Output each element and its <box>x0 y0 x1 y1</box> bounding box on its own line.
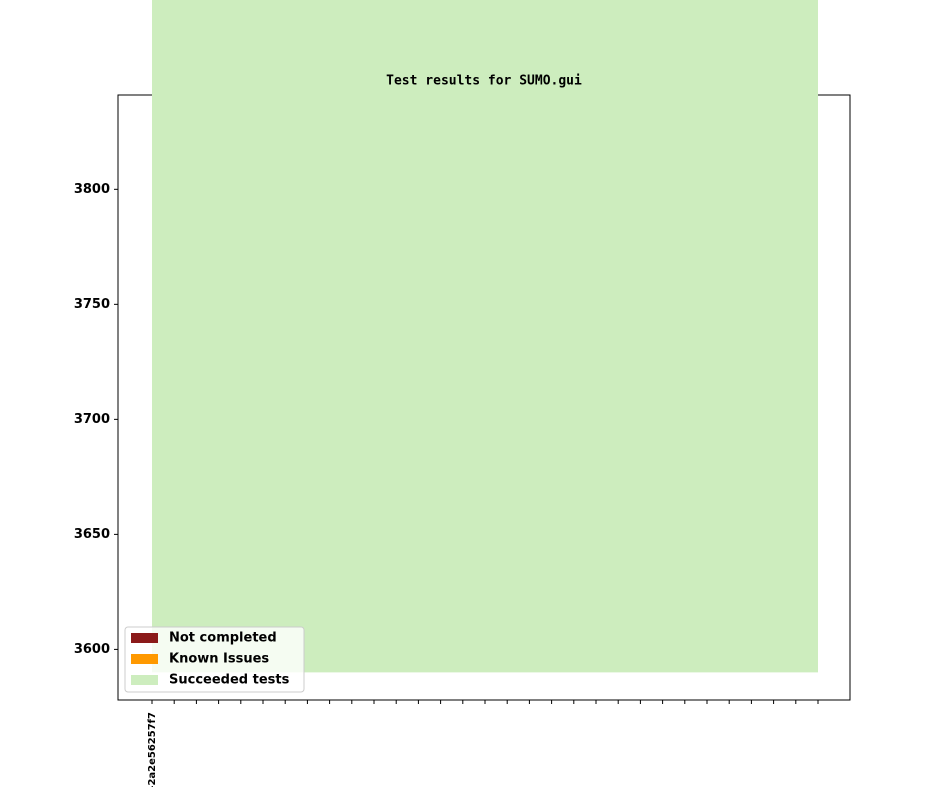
legend-swatch <box>131 675 158 685</box>
y-tick-label: 3600 <box>74 642 110 657</box>
legend-swatch <box>131 633 158 643</box>
legend-swatch <box>131 654 158 664</box>
legend-label: Known Issues <box>169 652 269 667</box>
legend-label: Succeeded tests <box>169 673 290 688</box>
legend-label: Not completed <box>169 631 277 646</box>
chart-title: Test results for SUMO.gui <box>386 74 582 89</box>
legend-box <box>124 626 305 693</box>
y-tick-label: 3650 <box>74 527 110 542</box>
legend: Not completed Known Issues Succeeded tests <box>124 626 305 693</box>
y-tick-label: 3800 <box>74 182 110 197</box>
y-tick-label: 3750 <box>74 297 110 312</box>
y-tick-label: 3700 <box>74 412 110 427</box>
area <box>152 0 818 673</box>
x-tick-label: -2a2e56257f7 <box>147 712 158 787</box>
